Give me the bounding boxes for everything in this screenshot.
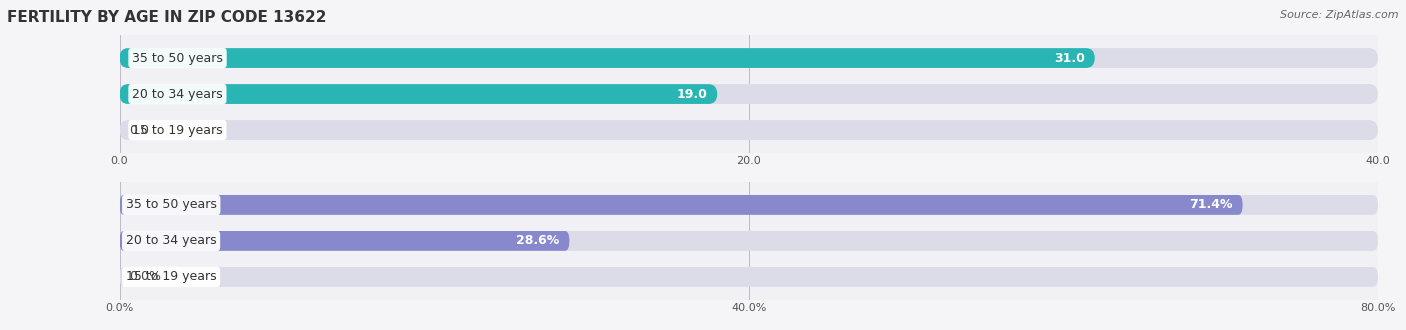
FancyBboxPatch shape (120, 195, 1378, 215)
Text: 31.0: 31.0 (1054, 51, 1084, 65)
FancyBboxPatch shape (120, 48, 1378, 68)
Text: 19.0: 19.0 (676, 87, 707, 101)
FancyBboxPatch shape (120, 84, 1378, 104)
Text: 20 to 34 years: 20 to 34 years (125, 234, 217, 248)
FancyBboxPatch shape (120, 48, 1095, 68)
Text: FERTILITY BY AGE IN ZIP CODE 13622: FERTILITY BY AGE IN ZIP CODE 13622 (7, 10, 326, 25)
Text: 0.0%: 0.0% (129, 270, 162, 283)
Text: 35 to 50 years: 35 to 50 years (125, 198, 217, 212)
FancyBboxPatch shape (120, 231, 1378, 251)
FancyBboxPatch shape (120, 84, 717, 104)
Text: 28.6%: 28.6% (516, 234, 560, 248)
Text: 15 to 19 years: 15 to 19 years (125, 270, 217, 283)
FancyBboxPatch shape (120, 120, 1378, 140)
Text: 71.4%: 71.4% (1189, 198, 1233, 212)
FancyBboxPatch shape (120, 195, 1243, 215)
Text: 0.0: 0.0 (129, 123, 149, 137)
Text: 35 to 50 years: 35 to 50 years (132, 51, 224, 65)
FancyBboxPatch shape (120, 267, 1378, 287)
FancyBboxPatch shape (120, 231, 569, 251)
Text: Source: ZipAtlas.com: Source: ZipAtlas.com (1281, 10, 1399, 20)
Text: 15 to 19 years: 15 to 19 years (132, 123, 222, 137)
Text: 20 to 34 years: 20 to 34 years (132, 87, 222, 101)
